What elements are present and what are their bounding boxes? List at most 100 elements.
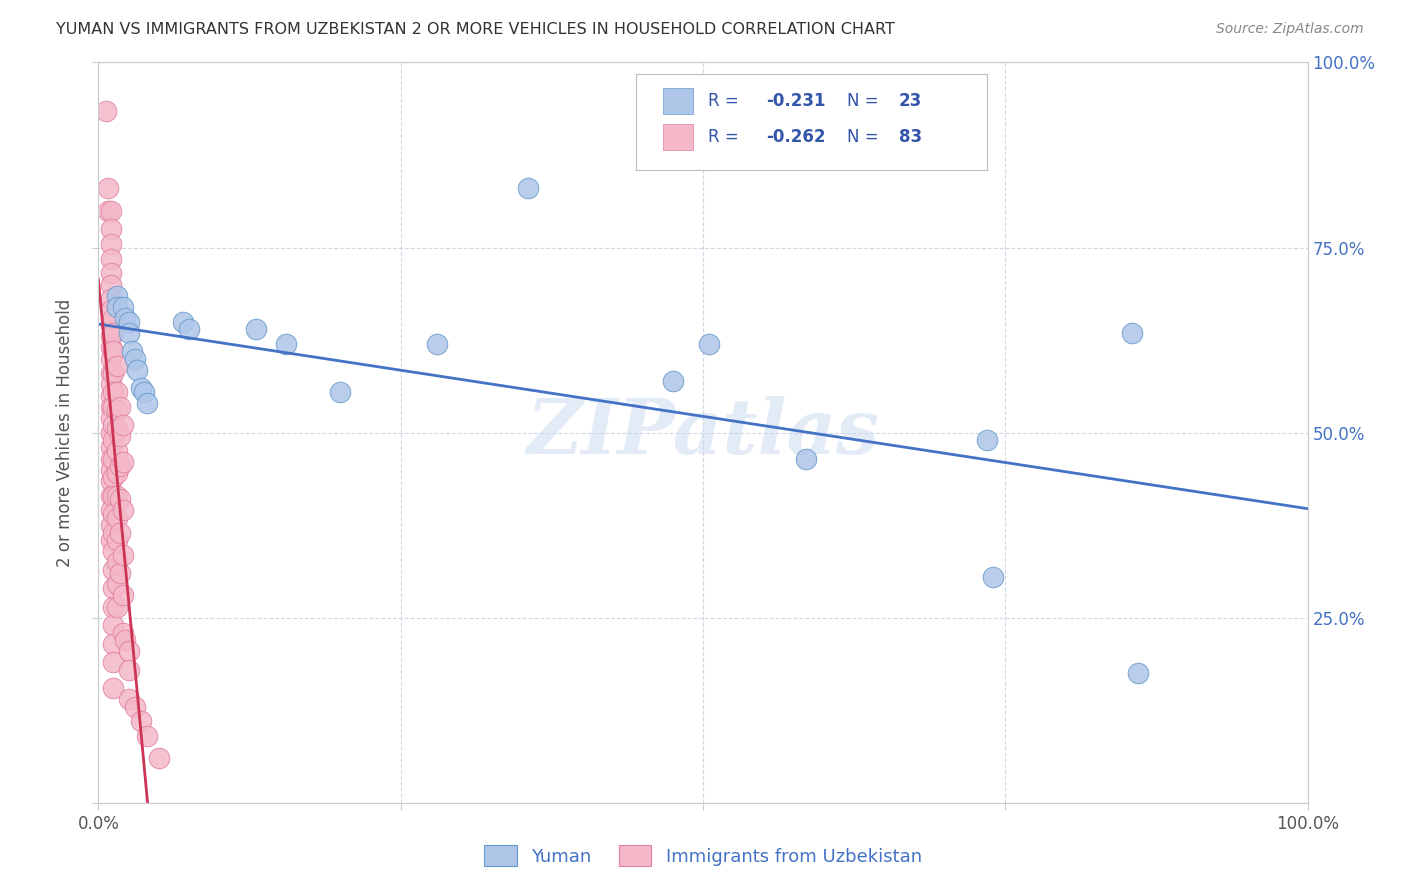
Point	[661, 374, 683, 388]
Point	[114, 632, 136, 647]
Legend: Yuman, Immigrants from Uzbekistan: Yuman, Immigrants from Uzbekistan	[475, 837, 931, 875]
Text: YUMAN VS IMMIGRANTS FROM UZBEKISTAN 2 OR MORE VEHICLES IN HOUSEHOLD CORRELATION : YUMAN VS IMMIGRANTS FROM UZBEKISTAN 2 OR…	[56, 22, 896, 37]
Point	[101, 451, 124, 466]
Y-axis label: 2 or more Vehicles in Household: 2 or more Vehicles in Household	[56, 299, 75, 566]
Point	[101, 507, 124, 521]
Point	[101, 310, 124, 325]
Point	[100, 341, 122, 355]
Point	[100, 388, 122, 402]
Point	[105, 422, 128, 436]
Point	[127, 362, 149, 376]
Point	[101, 618, 124, 632]
Point	[101, 655, 124, 669]
Point	[118, 314, 141, 328]
Point	[100, 236, 122, 251]
Text: R =: R =	[707, 128, 744, 146]
Point	[101, 525, 124, 540]
Point	[100, 303, 122, 318]
Point	[105, 384, 128, 399]
Point	[697, 336, 720, 351]
Point	[108, 525, 131, 540]
Point	[114, 310, 136, 325]
Point	[100, 203, 122, 218]
Point	[101, 384, 124, 399]
Point	[100, 367, 122, 381]
Point	[105, 555, 128, 569]
Point	[111, 503, 134, 517]
Point	[105, 599, 128, 614]
Point	[101, 433, 124, 447]
Point	[105, 444, 128, 458]
Point	[1128, 666, 1150, 681]
Point	[100, 351, 122, 366]
FancyBboxPatch shape	[637, 73, 987, 169]
Point	[105, 533, 128, 547]
Point	[108, 400, 131, 414]
FancyBboxPatch shape	[664, 124, 693, 150]
Point	[101, 470, 124, 484]
Point	[105, 403, 128, 417]
Point	[100, 462, 122, 476]
Point	[105, 489, 128, 503]
Point	[179, 322, 201, 336]
Point	[100, 277, 122, 292]
Point	[94, 103, 117, 118]
Point	[100, 267, 122, 281]
Point	[245, 322, 267, 336]
Point	[118, 692, 141, 706]
Point	[426, 336, 449, 351]
Point	[1121, 326, 1143, 340]
Point	[100, 318, 122, 333]
Text: Source: ZipAtlas.com: Source: ZipAtlas.com	[1216, 22, 1364, 37]
Point	[111, 455, 134, 469]
Point	[105, 359, 128, 373]
Point	[108, 429, 131, 443]
Text: 83: 83	[898, 128, 922, 146]
Point	[108, 566, 131, 581]
Text: N =: N =	[846, 128, 884, 146]
Point	[101, 367, 124, 381]
Point	[105, 510, 128, 524]
Point	[105, 300, 128, 314]
Point	[100, 293, 122, 307]
Point	[100, 533, 122, 547]
Point	[329, 384, 352, 399]
Point	[105, 577, 128, 591]
FancyBboxPatch shape	[664, 87, 693, 113]
Point	[97, 181, 120, 195]
Point	[101, 599, 124, 614]
Point	[118, 663, 141, 677]
Text: 23: 23	[898, 92, 922, 110]
Point	[101, 637, 124, 651]
Point	[111, 589, 134, 603]
Point	[101, 418, 124, 433]
Point	[100, 329, 122, 343]
Point	[129, 714, 152, 729]
Point	[135, 396, 157, 410]
Point	[100, 474, 122, 488]
Point	[105, 288, 128, 302]
Point	[101, 326, 124, 340]
Point	[111, 300, 134, 314]
Point	[118, 644, 141, 658]
Point	[172, 314, 194, 328]
Point	[274, 336, 297, 351]
Point	[118, 326, 141, 340]
Point	[111, 625, 134, 640]
Point	[101, 563, 124, 577]
Text: R =: R =	[707, 92, 744, 110]
Point	[134, 384, 156, 399]
Point	[100, 400, 122, 414]
Point	[100, 222, 122, 236]
Point	[97, 203, 120, 218]
Point	[101, 581, 124, 595]
Point	[100, 441, 122, 455]
Text: -0.262: -0.262	[766, 128, 825, 146]
Point	[516, 181, 538, 195]
Text: -0.231: -0.231	[766, 92, 825, 110]
Point	[101, 489, 124, 503]
Point	[100, 410, 122, 425]
Point	[100, 451, 122, 466]
Point	[101, 544, 124, 558]
Point	[100, 489, 122, 503]
